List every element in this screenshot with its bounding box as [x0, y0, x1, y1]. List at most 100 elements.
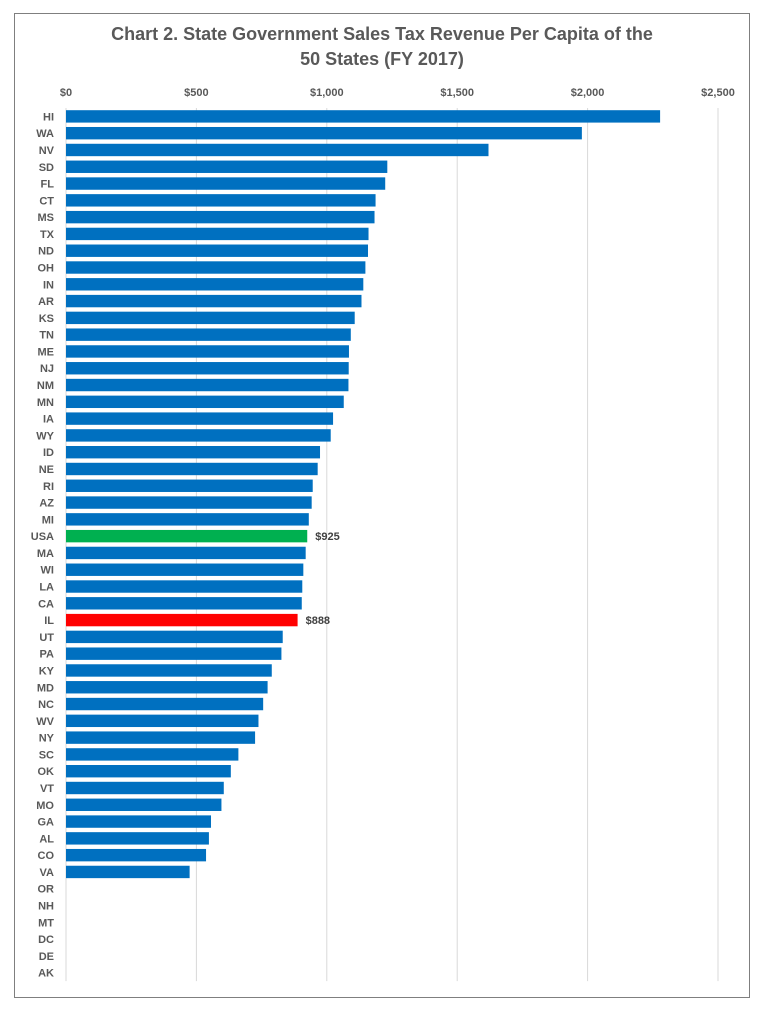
category-label: NE	[39, 464, 54, 476]
bar	[66, 278, 364, 291]
bar	[66, 194, 376, 207]
bar	[66, 261, 366, 274]
category-label: OR	[38, 884, 55, 896]
bar	[66, 529, 308, 543]
bar	[66, 210, 375, 224]
category-label: DC	[38, 934, 54, 946]
bar	[66, 412, 334, 425]
category-label: GA	[38, 817, 55, 829]
category-label: SC	[39, 749, 54, 761]
chart-title-line-1: Chart 2. State Government Sales Tax Reve…	[111, 24, 653, 44]
bar	[66, 697, 264, 711]
category-label: PA	[40, 649, 55, 661]
bar	[66, 832, 209, 845]
bar	[66, 664, 272, 677]
category-label: ID	[43, 447, 54, 459]
bar	[66, 227, 369, 241]
category-label: WV	[36, 716, 54, 728]
x-tick-label: $1,500	[440, 87, 474, 99]
category-label: MO	[36, 800, 54, 812]
category-label: AL	[39, 833, 54, 845]
bar	[66, 429, 331, 442]
bar	[66, 848, 207, 862]
bar	[66, 496, 312, 509]
category-label: UT	[39, 632, 54, 644]
category-label: AZ	[39, 498, 54, 510]
bar	[66, 513, 309, 526]
category-label: ND	[38, 246, 54, 258]
category-label: ME	[38, 346, 55, 358]
bar	[66, 160, 388, 173]
bar	[66, 630, 283, 644]
category-label: MS	[38, 212, 55, 224]
data-label: $925	[315, 531, 339, 543]
category-label: SD	[39, 162, 54, 174]
x-tick-label: $0	[60, 87, 72, 99]
category-label: TX	[40, 229, 55, 241]
bar	[66, 395, 344, 409]
category-label: MA	[37, 548, 54, 560]
chart-title: Chart 2. State Government Sales Tax Reve…	[14, 22, 750, 72]
category-label: NH	[38, 901, 54, 913]
bar	[66, 731, 256, 744]
category-label: LA	[39, 582, 54, 594]
category-label: NJ	[40, 363, 54, 375]
category-label: MD	[37, 682, 54, 694]
bar	[66, 177, 386, 190]
category-label: NM	[37, 380, 54, 392]
category-label: NC	[38, 699, 54, 711]
bar	[66, 681, 268, 694]
bar	[66, 546, 306, 560]
category-label: CT	[39, 195, 54, 207]
bar	[66, 865, 190, 879]
category-label: WA	[36, 128, 54, 140]
bar	[66, 462, 318, 476]
category-label: NV	[39, 145, 55, 157]
category-label: OH	[38, 263, 55, 275]
bar	[66, 765, 231, 778]
bar	[66, 647, 282, 660]
category-label: MI	[42, 514, 54, 526]
bar	[66, 798, 222, 811]
category-label: WY	[36, 430, 54, 442]
category-label: RI	[43, 481, 54, 493]
category-label: CO	[38, 850, 55, 862]
bar	[66, 815, 212, 828]
category-label: KS	[39, 313, 54, 325]
category-label: AK	[38, 968, 54, 980]
bar	[66, 110, 661, 123]
x-tick-label: $2,000	[571, 87, 605, 99]
bar	[66, 345, 349, 358]
category-label: DE	[39, 951, 54, 963]
bar	[66, 328, 351, 341]
chart-title-line-2: 50 States (FY 2017)	[300, 49, 464, 69]
bar	[66, 378, 349, 392]
bar	[66, 143, 489, 157]
category-label: HI	[43, 111, 54, 123]
x-tick-label: $1,000	[310, 87, 344, 99]
bar	[66, 311, 355, 325]
bar	[66, 294, 362, 308]
bar	[66, 714, 259, 728]
category-label: IN	[43, 279, 54, 291]
category-label: VA	[40, 867, 55, 879]
category-label: OK	[38, 766, 55, 778]
bar	[66, 445, 321, 459]
category-label: VT	[40, 783, 54, 795]
category-label: TN	[39, 330, 54, 342]
category-label: WI	[41, 565, 54, 577]
bar	[66, 563, 304, 576]
bar	[66, 126, 582, 140]
category-label: MT	[38, 917, 54, 929]
category-label: KY	[39, 665, 55, 677]
bar	[66, 479, 313, 492]
x-tick-label: $2,500	[701, 87, 735, 99]
category-label: USA	[31, 531, 54, 543]
bar	[66, 580, 303, 593]
category-label: FL	[41, 179, 55, 191]
category-label: AR	[38, 296, 54, 308]
bar	[66, 597, 302, 610]
category-label: IA	[43, 414, 54, 426]
data-label: $888	[306, 615, 330, 627]
